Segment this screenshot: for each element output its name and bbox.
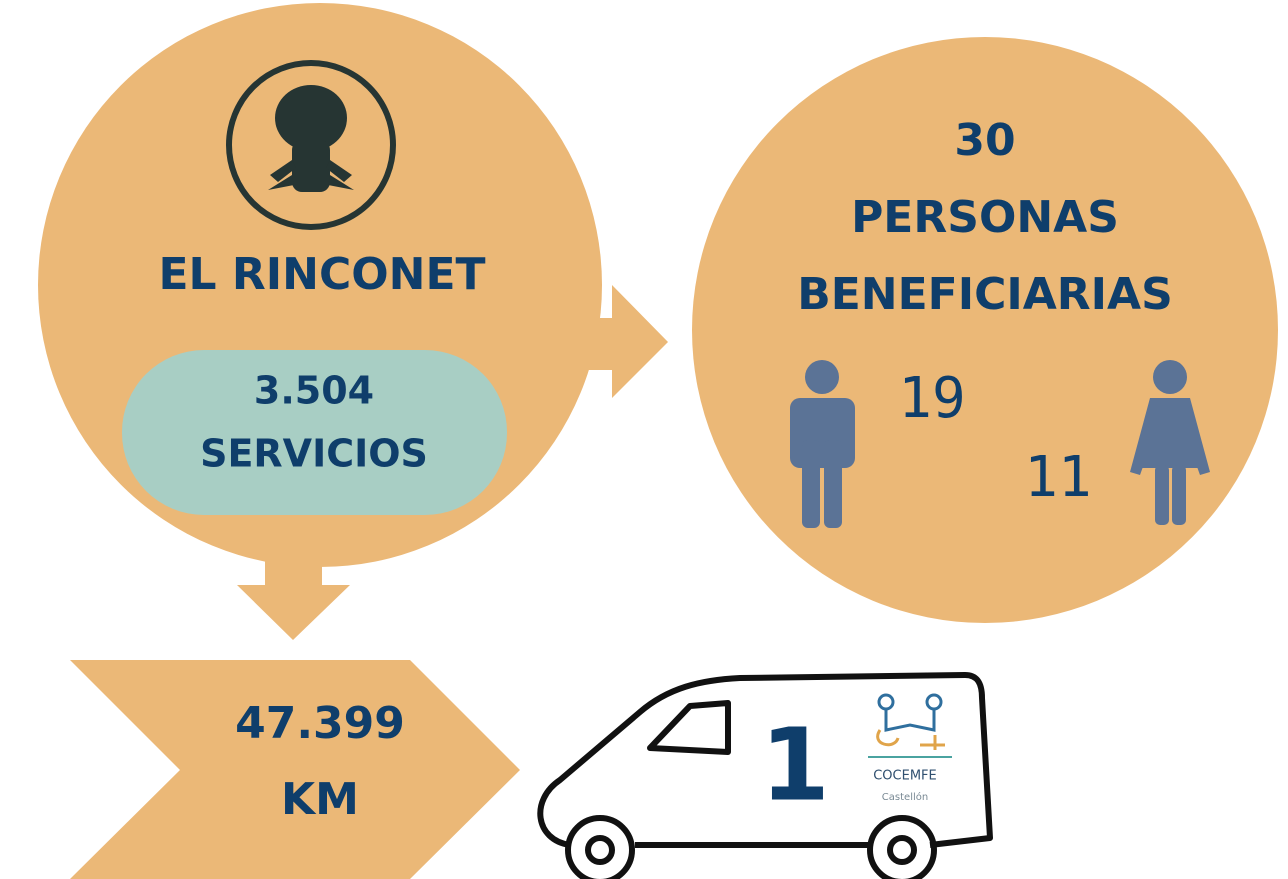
distance-chevron	[70, 660, 520, 879]
rinconet-icon	[268, 85, 354, 192]
icon-ring	[226, 60, 396, 230]
logo-text: COCEMFE	[873, 769, 937, 784]
man-icon	[790, 360, 855, 528]
line2: BENEFICIARIAS	[797, 269, 1173, 320]
distance-value: 47.399	[235, 698, 405, 749]
van-outline	[537, 672, 993, 879]
logo-mark	[868, 693, 952, 758]
woman-icon	[1130, 360, 1210, 525]
total: 30	[954, 115, 1015, 166]
services-pill	[122, 350, 507, 515]
services-value: 3.504	[254, 369, 374, 413]
down-arrow	[237, 560, 350, 640]
men-count: 19	[898, 366, 965, 431]
logo-subtext: Castellón	[882, 791, 928, 803]
women-count: 11	[1024, 445, 1091, 510]
vehicle-count: 1	[760, 706, 830, 823]
right-arrow	[585, 285, 668, 398]
distance-unit: KM	[281, 774, 359, 825]
line1: PERSONAS	[851, 192, 1119, 243]
left-title: EL RINCONET	[158, 249, 485, 300]
services-label: SERVICIOS	[200, 432, 428, 476]
